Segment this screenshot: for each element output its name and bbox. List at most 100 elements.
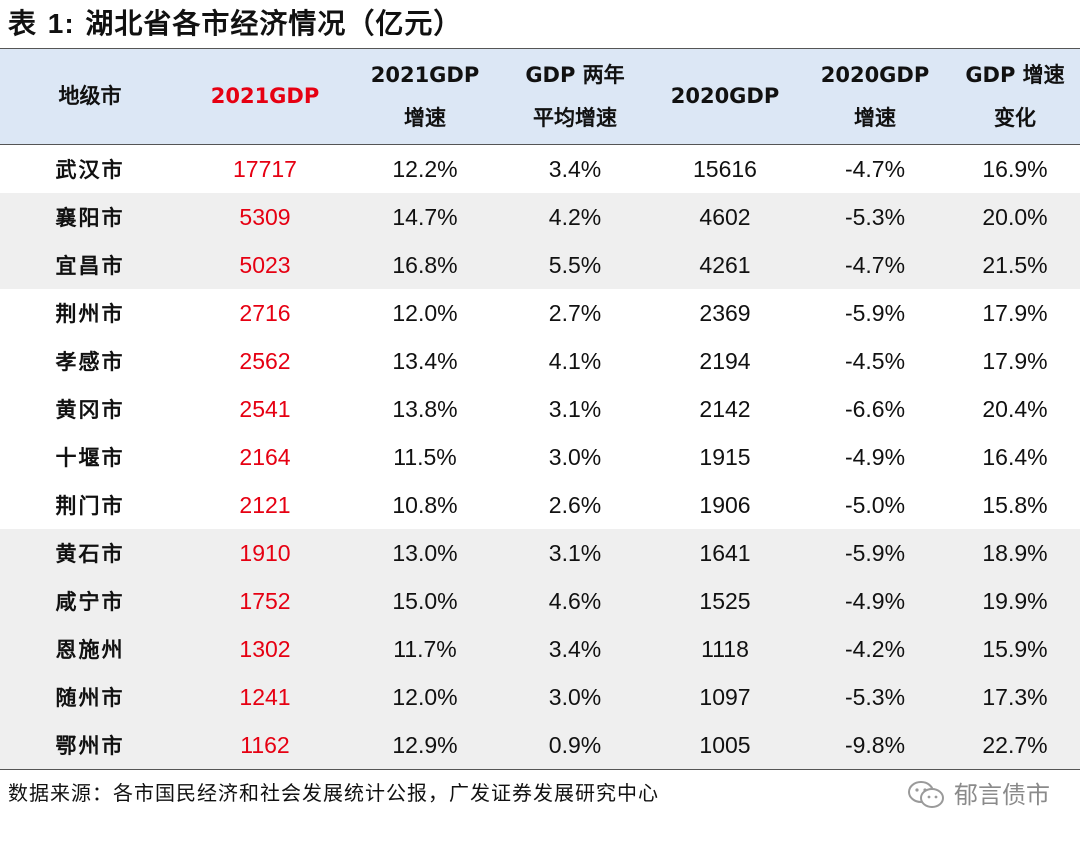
header-change: GDP 增速 变化	[950, 49, 1080, 145]
cell-growth2021: 11.5%	[393, 443, 457, 470]
cell-gdp2020: 1525	[699, 587, 751, 614]
header-growth2021: 2021GDP 增速	[350, 49, 500, 145]
cell-city: 孝感市	[55, 350, 125, 374]
cell-growth2020: -4.9%	[844, 587, 906, 614]
header-growth2021-line1: 2021GDP	[370, 62, 480, 87]
cell-change: 18.9%	[982, 539, 1048, 566]
cell-city: 十堰市	[55, 446, 125, 470]
cell-change: 15.8%	[982, 491, 1048, 518]
cell-growth2021: 13.4%	[392, 347, 458, 374]
table-row: 孝感市 2562 13.4% 4.1% 2194 -4.5% 17.9%	[0, 337, 1080, 385]
cell-city: 荆州市	[55, 302, 125, 326]
cell-gdp2020: 15616	[693, 155, 757, 182]
cell-gdp2021: 5023	[239, 251, 291, 278]
cell-change: 17.3%	[982, 683, 1048, 710]
cell-change: 21.5%	[982, 251, 1048, 278]
cell-gdp2020: 1097	[699, 683, 751, 710]
header-gdp2020: 2020GDP	[650, 49, 800, 145]
cell-gdp2020: 2369	[699, 299, 751, 326]
cell-growth2021: 14.7%	[392, 203, 458, 230]
data-source-note: 数据来源：各市国民经济和社会发展统计公报，广发证券发展研究中心	[8, 781, 659, 805]
cell-change: 20.4%	[982, 395, 1048, 422]
cell-growth2020: -5.9%	[844, 539, 906, 566]
cell-growth2020: -4.7%	[844, 155, 906, 182]
table-row: 黄石市 1910 13.0% 3.1% 1641 -5.9% 18.9%	[0, 529, 1080, 577]
cell-growth2021: 12.0%	[392, 683, 458, 710]
cell-change: 16.9%	[982, 155, 1048, 182]
cell-gdp2020: 4602	[699, 203, 751, 230]
cell-change: 16.4%	[982, 443, 1048, 470]
header-row: 地级市 2021GDP 2021GDP 增速 GDP 两年 平均增速 2020GDP…	[0, 49, 1080, 145]
cell-avg2y: 2.7%	[548, 299, 602, 326]
cell-change: 15.9%	[982, 635, 1048, 662]
gdp-table: 地级市 2021GDP 2021GDP 增速 GDP 两年 平均增速 2020GDP…	[0, 49, 1080, 769]
cell-gdp2020: 4261	[699, 251, 751, 278]
title-prefix: 表	[8, 7, 48, 40]
table-body: 武汉市 17717 12.2% 3.4% 15616 -4.7% 16.9% 襄阳市 5309 1…	[0, 145, 1080, 769]
cell-city: 咸宁市	[55, 590, 125, 614]
cell-avg2y: 4.6%	[548, 587, 602, 614]
table-title: 表 1: 湖北省各市经济情况（亿元）	[8, 4, 462, 44]
cell-gdp2021: 1162	[240, 731, 290, 758]
table-row: 武汉市 17717 12.2% 3.4% 15616 -4.7% 16.9%	[0, 145, 1080, 194]
cell-growth2020: -4.9%	[844, 443, 906, 470]
cell-gdp2021: 5309	[239, 203, 291, 230]
cell-growth2021: 13.0%	[392, 539, 458, 566]
cell-avg2y: 2.6%	[548, 491, 602, 518]
table-row: 黄冈市 2541 13.8% 3.1% 2142 -6.6% 20.4%	[0, 385, 1080, 433]
cell-change: 19.9%	[982, 587, 1048, 614]
header-growth2020-line1: 2020GDP	[820, 62, 930, 87]
cell-gdp2021: 2164	[239, 443, 291, 470]
header-growth2021-line2: 增速	[404, 105, 446, 130]
cell-city: 黄石市	[55, 542, 125, 566]
cell-growth2020: -5.3%	[844, 683, 906, 710]
title-text: 湖北省各市经济情况（亿元）	[74, 7, 463, 40]
header-change-line1: GDP 增速	[965, 62, 1065, 87]
cell-gdp2021: 1752	[239, 587, 291, 614]
cell-growth2020: -5.3%	[844, 203, 906, 230]
cell-growth2021: 12.9%	[392, 731, 458, 758]
table-row: 鄂州市 1162 12.9% 0.9% 1005 -9.8% 22.7%	[0, 721, 1080, 769]
cell-gdp2020: 1118	[701, 635, 749, 662]
header-avg2y: GDP 两年 平均增速	[500, 49, 650, 145]
table-row: 恩施州 1302 11.7% 3.4% 1118 -4.2% 15.9%	[0, 625, 1080, 673]
table-row: 咸宁市 1752 15.0% 4.6% 1525 -4.9% 19.9%	[0, 577, 1080, 625]
cell-avg2y: 0.9%	[548, 731, 602, 758]
cell-growth2021: 15.0%	[392, 587, 458, 614]
cell-growth2021: 12.2%	[392, 155, 458, 182]
table-row: 十堰市 2164 11.5% 3.0% 1915 -4.9% 16.4%	[0, 433, 1080, 481]
cell-avg2y: 3.1%	[548, 395, 602, 422]
cell-growth2021: 11.7%	[393, 635, 457, 662]
cell-growth2021: 16.8%	[392, 251, 458, 278]
cell-city: 鄂州市	[55, 734, 125, 758]
cell-avg2y: 3.4%	[548, 635, 602, 662]
cell-city: 恩施州	[55, 638, 125, 662]
cell-avg2y: 4.1%	[548, 347, 602, 374]
cell-city: 襄阳市	[55, 206, 125, 230]
cell-gdp2020: 1005	[699, 731, 751, 758]
cell-city: 武汉市	[55, 158, 125, 182]
cell-growth2020: -6.6%	[844, 395, 906, 422]
cell-city: 宜昌市	[55, 254, 125, 278]
cell-growth2020: -4.5%	[844, 347, 906, 374]
cell-growth2020: -9.8%	[844, 731, 906, 758]
table-row: 襄阳市 5309 14.7% 4.2% 4602 -5.3% 20.0%	[0, 193, 1080, 241]
cell-growth2021: 13.8%	[392, 395, 458, 422]
cell-change: 17.9%	[982, 299, 1048, 326]
cell-gdp2021: 2541	[239, 395, 291, 422]
cell-growth2021: 10.8%	[392, 491, 458, 518]
gdp-table-container: 地级市 2021GDP 2021GDP 增速 GDP 两年 平均增速 2020GDP…	[0, 48, 1080, 770]
cell-avg2y: 3.0%	[548, 443, 602, 470]
header-growth2020-line2: 增速	[854, 105, 896, 130]
cell-avg2y: 3.0%	[548, 683, 602, 710]
cell-growth2021: 12.0%	[392, 299, 458, 326]
cell-change: 22.7%	[982, 731, 1048, 758]
header-avg2y-line2: 平均增速	[533, 105, 617, 130]
cell-gdp2021: 1910	[239, 539, 291, 566]
cell-gdp2020: 1915	[699, 443, 751, 470]
cell-city: 黄冈市	[55, 398, 125, 422]
cell-gdp2021: 17717	[233, 155, 297, 182]
cell-avg2y: 5.5%	[548, 251, 602, 278]
cell-growth2020: -4.2%	[844, 635, 906, 662]
header-change-line2: 变化	[994, 105, 1036, 130]
